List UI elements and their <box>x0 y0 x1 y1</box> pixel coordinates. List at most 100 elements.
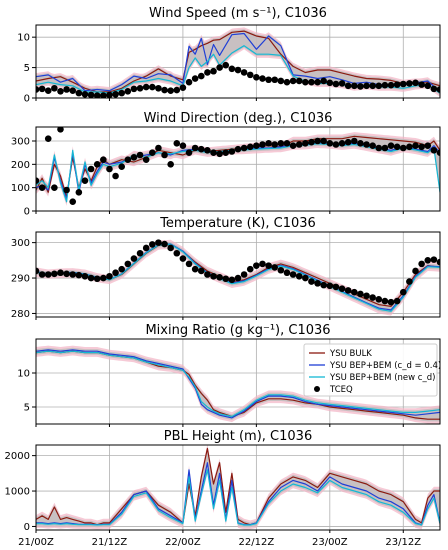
obs-point <box>289 142 297 149</box>
observation-dots <box>36 127 440 205</box>
obs-point <box>216 64 223 71</box>
obs-point <box>75 89 83 97</box>
obs-point <box>253 74 260 81</box>
panel-title: Mixing Ratio (g kg⁻¹), C1036 <box>145 323 330 338</box>
obs-point <box>289 271 297 278</box>
obs-point <box>167 161 174 168</box>
obs-point <box>118 89 125 97</box>
observation-dots <box>36 239 440 306</box>
y-tick-label: 1000 <box>5 487 30 498</box>
obs-point <box>259 75 266 82</box>
ensemble-band <box>36 347 440 422</box>
legend-label-tceq: TCEQ <box>329 385 353 395</box>
obs-point <box>436 149 440 156</box>
panel-frame <box>35 338 441 425</box>
obs-point <box>63 270 70 278</box>
obs-point <box>363 292 370 300</box>
obs-point <box>283 140 291 147</box>
obs-point <box>375 144 383 152</box>
obs-point <box>161 151 168 159</box>
obs-point <box>314 78 321 86</box>
y-tick-label: 280 <box>11 309 30 320</box>
obs-point <box>253 142 260 149</box>
obs-point <box>338 285 346 292</box>
obs-point <box>375 82 383 90</box>
x-tick-label: 23/00Z <box>312 537 348 548</box>
obs-point <box>44 271 52 278</box>
obs-point <box>75 189 83 196</box>
obs-point <box>81 91 89 98</box>
obs-point <box>418 81 425 88</box>
obs-point <box>136 151 144 159</box>
obs-point <box>271 141 279 148</box>
obs-point <box>44 135 52 142</box>
obs-point <box>289 77 297 85</box>
panel-title: Wind Direction (deg.), C1036 <box>144 111 333 126</box>
legend-label-bulk: YSU BULK <box>329 349 372 359</box>
obs-point <box>344 138 352 146</box>
obs-point <box>185 149 193 156</box>
obs-point <box>363 82 370 90</box>
obs-point <box>381 81 389 89</box>
obs-point <box>210 149 217 156</box>
obs-point <box>130 154 138 161</box>
y-tick-label: 5 <box>24 63 30 74</box>
obs-point <box>222 275 230 283</box>
obs-point <box>93 275 101 283</box>
y-tick-label: 10 <box>17 33 30 44</box>
panel-wind-speed: Wind Speed (m s⁻¹), C1036 0 5 10 <box>17 6 441 105</box>
obs-point <box>308 138 315 146</box>
obs-point <box>357 140 364 147</box>
obs-point <box>142 244 150 252</box>
obs-point <box>271 76 279 84</box>
obs-point <box>234 274 242 282</box>
obs-point <box>173 86 181 94</box>
obs-point <box>100 274 107 282</box>
y-axis: 280 290 300 <box>11 238 404 320</box>
obs-point <box>314 280 321 287</box>
obs-point <box>191 265 199 273</box>
obs-point <box>106 91 113 98</box>
obs-point <box>44 87 52 94</box>
obs-point <box>106 165 113 173</box>
obs-point <box>424 257 432 264</box>
obs-point <box>436 86 440 93</box>
obs-point <box>308 78 315 86</box>
obs-point <box>197 267 205 275</box>
series-line-newcd <box>36 350 440 418</box>
obs-point <box>320 281 327 289</box>
obs-point <box>320 137 327 145</box>
y-axis: 5 10 <box>17 369 404 427</box>
obs-point <box>406 143 413 151</box>
obs-point <box>197 72 205 80</box>
obs-point <box>204 271 211 278</box>
obs-point <box>302 140 309 147</box>
obs-point <box>36 267 40 275</box>
obs-point <box>124 156 132 163</box>
obs-point <box>351 288 358 296</box>
series-line-cd04 <box>36 349 440 419</box>
obs-point <box>253 262 260 269</box>
panel-mixing-ratio: Mixing Ratio (g kg⁻¹), C1036 5 10 YSU BUL… <box>17 323 441 427</box>
obs-point <box>357 83 364 90</box>
obs-point <box>112 172 119 180</box>
obs-point <box>393 143 401 151</box>
obs-point <box>357 290 364 298</box>
obs-point <box>283 78 291 86</box>
y-tick-label: 5 <box>24 403 30 414</box>
obs-point <box>277 140 285 147</box>
obs-point <box>369 82 376 90</box>
obs-point <box>112 91 119 98</box>
obs-point <box>149 241 156 248</box>
legend-label-cd04: YSU BEP+BEM (c_d = 0.4) <box>329 361 441 371</box>
obs-point <box>381 144 389 152</box>
obs-point <box>399 288 407 296</box>
obs-point <box>393 81 401 88</box>
ensemble-band <box>36 446 440 528</box>
obs-point <box>430 85 438 93</box>
obs-point <box>295 141 303 148</box>
obs-point <box>87 165 95 173</box>
obs-point <box>259 260 266 268</box>
obs-point <box>173 249 181 257</box>
series-line-cd04 <box>36 32 440 93</box>
